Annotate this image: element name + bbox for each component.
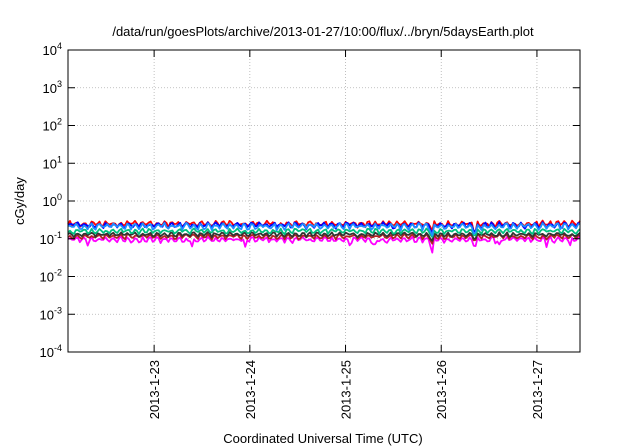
y-tick-label: 10-4 — [40, 343, 62, 360]
series-layer — [67, 219, 581, 254]
x-tick-label: 2013-1-23 — [147, 360, 162, 419]
y-tick-label: 101 — [43, 154, 62, 171]
y-tick-label: 100 — [43, 192, 62, 209]
x-tick-label: 2013-1-24 — [243, 360, 258, 419]
y-tick-label: 103 — [43, 79, 62, 96]
series-line — [67, 232, 581, 245]
x-tick-label: 2013-1-25 — [339, 360, 354, 419]
y-tick-label: 104 — [43, 41, 62, 58]
series-line — [67, 231, 581, 242]
y-tick-label: 10-2 — [40, 268, 62, 285]
series-line — [67, 235, 581, 254]
y-axis: 10-4 10-3 10-2 10-1 100 101 102 103 104 — [40, 41, 580, 360]
x-tick-label: 2013-1-26 — [434, 360, 449, 419]
x-axis-label: Coordinated Universal Time (UTC) — [223, 431, 422, 446]
y-tick-label: 10-1 — [40, 230, 62, 247]
y-tick-label: 10-3 — [40, 305, 62, 322]
y-axis-label: cGy/day — [12, 177, 27, 225]
series-line — [67, 227, 581, 238]
x-tick-label: 2013-1-27 — [530, 360, 545, 419]
x-axis: 2013-1-23 2013-1-24 2013-1-25 2013-1-26 2013… — [147, 50, 545, 419]
y-tick-label: 102 — [43, 117, 62, 134]
grid — [68, 50, 580, 352]
chart-title: /data/run/goesPlots/archive/2013-01-27/1… — [112, 24, 534, 39]
series-line — [67, 221, 581, 237]
